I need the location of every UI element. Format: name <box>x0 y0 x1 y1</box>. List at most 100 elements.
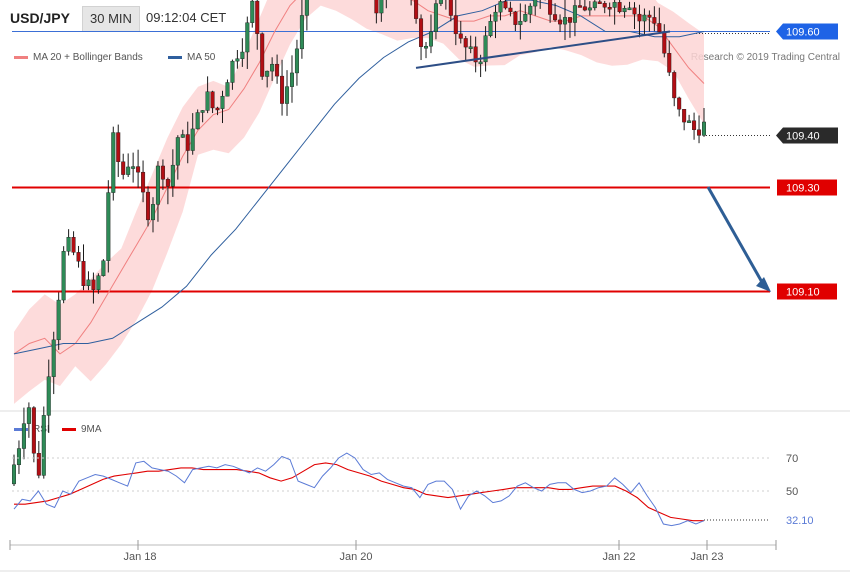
candle-body <box>245 22 250 53</box>
candle-body <box>146 191 151 221</box>
candle-body <box>483 35 488 63</box>
candle-body <box>627 7 632 11</box>
price-label-109-40: 109.40 <box>786 131 820 143</box>
candle-body <box>81 261 86 287</box>
candle-body <box>180 134 185 138</box>
candle-body <box>672 72 677 99</box>
candle-body <box>160 165 165 180</box>
candle-body <box>523 14 528 22</box>
candle-body <box>642 14 647 22</box>
candle-body <box>111 132 116 193</box>
candle-body <box>250 0 255 23</box>
candle-body <box>230 60 235 83</box>
legend-ma20: MA 20 + Bollinger Bands <box>14 52 143 63</box>
candle-body <box>304 0 309 16</box>
candle-body <box>637 13 642 22</box>
candle-body <box>622 8 627 13</box>
candle-body <box>533 0 538 7</box>
candle-body <box>150 204 155 221</box>
candle-body <box>215 107 220 111</box>
legend-ma50: MA 50 <box>168 52 215 63</box>
candle-body <box>488 21 493 36</box>
candle-body <box>567 17 572 23</box>
candle-body <box>677 97 682 110</box>
candle-body <box>175 137 180 166</box>
candle-body <box>607 7 612 10</box>
candle-body <box>508 7 513 13</box>
ma20-line <box>13 0 705 355</box>
candle-body <box>66 237 71 252</box>
candle-body <box>31 407 36 454</box>
candle-body <box>240 51 245 59</box>
candle-body <box>126 166 131 175</box>
candle-body <box>56 299 61 341</box>
candle-body <box>265 70 270 77</box>
legend-rsi-ma: 9MA <box>62 424 102 435</box>
rsi-ma-line <box>14 462 704 522</box>
candle-body <box>71 237 76 253</box>
rsi-tick-label-50: 50 <box>786 486 798 498</box>
candle-body <box>275 63 280 77</box>
candle-body <box>96 275 101 290</box>
candle-body <box>190 128 195 151</box>
candle-body <box>617 2 622 13</box>
candle-body <box>468 46 473 49</box>
last-price-tag <box>776 127 838 144</box>
price-label-109-60: 109.60 <box>786 27 820 39</box>
trendline <box>415 30 671 69</box>
rsi-line <box>13 452 705 527</box>
rsi-swatch <box>14 427 28 431</box>
ma20-legend-label: MA 20 + Bollinger Bands <box>33 52 143 63</box>
candle-body <box>46 376 51 416</box>
candle-body <box>428 31 433 47</box>
candle-body <box>106 192 111 261</box>
candle-body <box>572 5 577 23</box>
candle-body <box>270 63 275 72</box>
candle-body <box>558 19 563 25</box>
candle-body <box>210 91 215 109</box>
candle-body <box>592 1 597 9</box>
candle-body <box>121 161 126 175</box>
candle-body <box>299 15 304 50</box>
candle-body <box>553 14 558 21</box>
candle-body <box>61 251 66 301</box>
projection-arrow-head <box>756 277 771 292</box>
candle-body <box>438 0 443 4</box>
ma50-legend-label: MA 50 <box>187 52 216 63</box>
candle-body <box>702 121 707 136</box>
candle-body <box>41 415 46 476</box>
candle-body <box>652 17 657 24</box>
candle-body <box>602 2 607 8</box>
candle-body <box>513 11 518 25</box>
candle-body <box>419 18 424 47</box>
bollinger-band <box>14 0 704 404</box>
candle-body <box>225 82 230 97</box>
candle-body <box>165 179 170 187</box>
candle-body <box>528 5 533 15</box>
rsi-legend-label: RSI <box>33 424 50 435</box>
ma50-line <box>13 0 705 355</box>
rsi-current-value: 32.10 <box>786 515 814 527</box>
candle-body <box>280 75 285 104</box>
candle-body <box>260 33 265 77</box>
candle-body <box>687 120 692 123</box>
candle-body <box>26 407 31 424</box>
candle-body <box>692 120 697 130</box>
candle-body <box>493 11 498 22</box>
candle-body <box>374 0 379 14</box>
price-label-109-30: 109.30 <box>786 183 820 195</box>
x-tick-label-jan-23: Jan 23 <box>690 551 723 563</box>
candle-body <box>632 7 637 15</box>
legend-rsi: RSI <box>14 424 50 435</box>
candle-body <box>155 165 160 205</box>
price-label-109-10: 109.10 <box>786 287 820 299</box>
candle-body <box>116 132 121 162</box>
candle-body <box>478 61 483 65</box>
candle-body <box>473 46 478 63</box>
candle-body <box>424 45 429 49</box>
candle-body <box>697 129 702 136</box>
candle-body <box>463 38 468 48</box>
candle-body <box>200 110 205 113</box>
rsi-tick-label-70: 70 <box>786 453 798 465</box>
